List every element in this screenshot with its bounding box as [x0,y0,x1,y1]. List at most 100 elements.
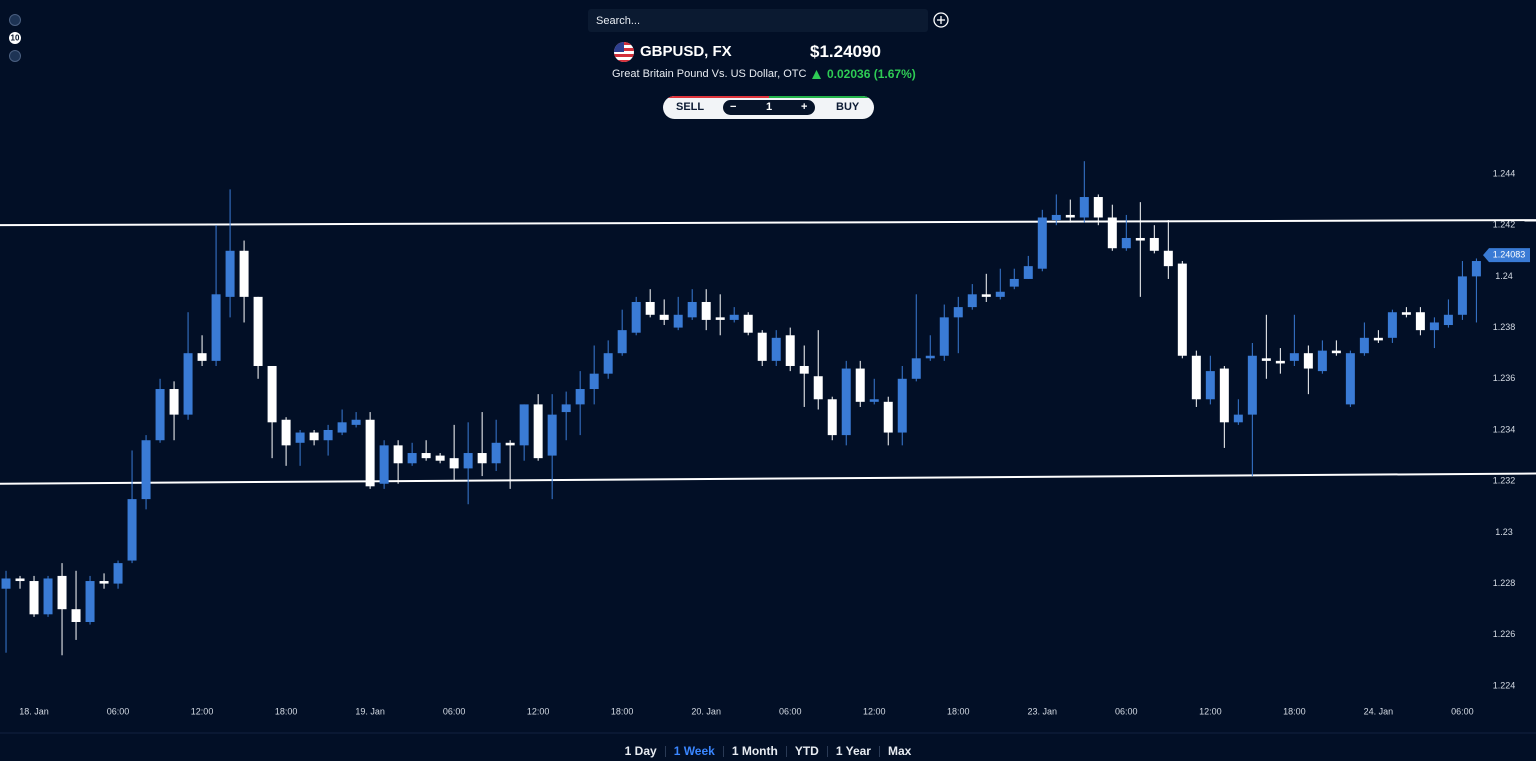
candle-body [869,399,879,402]
range-button[interactable]: YTD [794,744,819,758]
candle-body [1471,261,1481,277]
sidebar-icon[interactable] [9,14,21,26]
candle-body [1401,312,1411,315]
candle-body [1065,214,1075,218]
candle-body [547,414,557,456]
candle-body [127,499,137,561]
y-tick-label: 1.238 [1493,322,1516,332]
y-tick-label: 1.24 [1495,271,1513,281]
candle-body [1359,337,1369,354]
candle-body [715,317,725,320]
candle-body [925,355,935,359]
candle-body [15,578,25,582]
candle-body [1303,353,1313,369]
candle-body [561,404,571,413]
candle-body [1457,276,1467,315]
candle-body [1387,312,1397,338]
candle-body [1331,350,1341,354]
candle-body [1415,312,1425,331]
candle-body [1177,263,1187,356]
range-separator [722,746,724,757]
candle-body [953,307,963,318]
y-tick-label: 1.242 [1493,220,1516,230]
candle-body [911,358,921,379]
sidebar-icon[interactable] [9,32,21,44]
candle-body [155,389,165,441]
x-tick-label: 06:00 [1115,706,1138,716]
candle-body [225,250,235,297]
candle-body [43,578,53,615]
quantity[interactable]: 1 [766,101,773,113]
candle-body [29,581,39,615]
candle-body [197,353,207,361]
candle-body [785,335,795,366]
search-placeholder: Search... [596,15,641,27]
range-button[interactable]: Max [887,744,912,758]
candle-body [337,422,347,433]
range-button[interactable]: 1 Day [624,744,657,758]
candle-body [1275,360,1285,364]
candle-body [799,365,809,374]
candle-body [57,575,67,610]
y-tick-label: 1.23 [1495,527,1513,537]
candle-body [1135,237,1145,241]
candle-body [491,442,501,464]
candle-body [855,368,865,402]
range-button[interactable]: 1 Year [835,744,871,758]
candle-body [1233,414,1243,423]
x-tick-label: 18. Jan [19,706,49,716]
range-separator [826,746,828,757]
candle-body [407,453,417,464]
search-box[interactable]: Search... [588,9,928,32]
candle-body [1261,358,1271,361]
candle-body [1009,278,1019,287]
candle-body [309,432,319,441]
trade-control: SELL − 1 + BUY [663,96,874,119]
decrease-button[interactable]: − [730,101,737,113]
candle-body [981,294,991,297]
increase-button[interactable]: + [801,101,808,113]
candle-body [1163,250,1173,267]
candle-body [603,353,613,374]
candle-body [1429,322,1439,331]
sidebar-icon[interactable] [9,50,21,62]
x-tick-label: 20. Jan [691,706,721,716]
range-separator [785,746,787,757]
candle-body [771,337,781,361]
candle-body [183,353,193,415]
candle-body [1093,197,1103,218]
x-tick-label: 06:00 [779,706,802,716]
add-button[interactable] [933,12,949,28]
candle-body [1219,368,1229,423]
buy-button[interactable]: BUY [836,101,860,113]
price-change: 0.02036 (1.67%) [827,67,916,81]
y-tick-label: 1.244 [1493,168,1516,178]
candle-body [743,314,753,333]
candle-body [673,314,683,328]
candle-body [659,314,669,320]
candle-body [365,419,375,487]
candle-body [1289,353,1299,361]
sell-button[interactable]: SELL [676,101,705,113]
range-separator [878,746,880,757]
candle-body [379,445,389,484]
candle-body [99,581,109,584]
change-arrow [812,70,821,79]
trendline [0,219,1536,227]
x-tick-label: 12:00 [527,706,550,716]
candle-body [435,455,445,461]
candle-body [1023,266,1033,279]
y-tick-label: 1.236 [1493,373,1516,383]
candle-body [589,373,599,390]
last-price-label: 1.24083 [1493,250,1526,260]
x-tick-label: 18:00 [947,706,970,716]
candle-body [351,419,361,425]
candle-body [939,317,949,356]
range-button[interactable]: 1 Week [673,744,715,758]
range-button[interactable]: 1 Month [731,744,778,758]
x-tick-label: 24. Jan [1364,706,1394,716]
x-tick-label: 12:00 [863,706,886,716]
candle-body [421,453,431,459]
candle-body [169,389,179,415]
